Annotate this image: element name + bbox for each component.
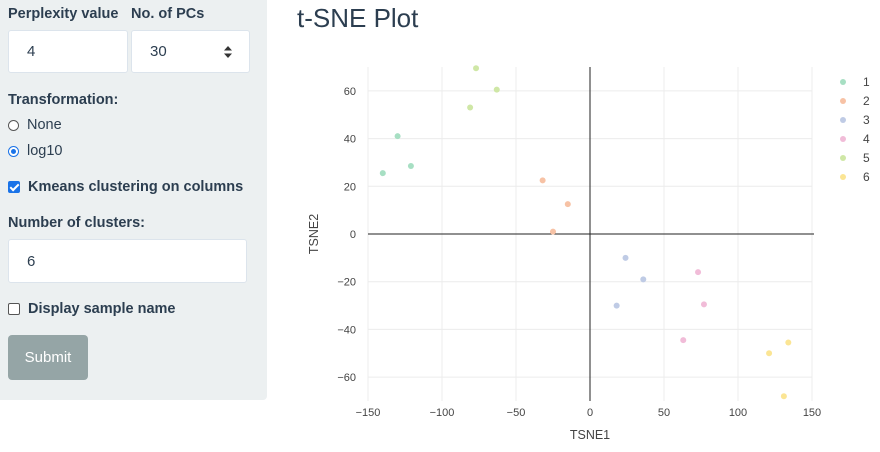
legend-marker-1 (840, 79, 846, 85)
x-tick-label: −100 (430, 407, 455, 419)
page-title: t-SNE Plot (297, 3, 419, 33)
data-point-cluster-5 (493, 86, 500, 93)
data-point-cluster-6 (780, 393, 787, 400)
transformation-label: Transformation: (8, 92, 119, 108)
data-point-cluster-2 (539, 177, 546, 184)
axes (368, 67, 814, 401)
transformation-option-log10[interactable]: log10 (8, 143, 62, 159)
y-ticks: −60 −40 −20 0 20 40 60 (337, 86, 356, 384)
data-point-cluster-1 (379, 170, 386, 177)
display-names-label: Display sample name (28, 301, 176, 317)
radio-none[interactable] (8, 119, 19, 131)
x-tick-label: −150 (356, 407, 381, 419)
legend-label-6: 6 (863, 170, 870, 184)
data-point-cluster-4 (695, 269, 702, 276)
perplexity-value: 4 (27, 43, 36, 60)
data-point-cluster-4 (680, 337, 687, 344)
radio-log10[interactable] (8, 145, 19, 157)
legend-label-1: 1 (863, 75, 870, 89)
data-points (379, 65, 792, 400)
pcs-value: 30 (150, 43, 167, 60)
legend-marker-6 (840, 174, 846, 180)
y-tick-label: 40 (344, 134, 356, 146)
radio-log10-label: log10 (27, 143, 63, 159)
radio-none-label: None (27, 117, 62, 133)
legend-label-4: 4 (863, 132, 870, 146)
x-ticks: −150 −100 −50 0 50 100 150 (356, 407, 822, 419)
data-point-cluster-6 (785, 339, 792, 346)
data-point-cluster-4 (700, 301, 707, 308)
x-tick-label: 150 (803, 407, 821, 419)
submit-button[interactable]: Submit (8, 335, 88, 380)
tsne-scatter-plot: −150 −100 −50 0 50 100 150 −60 −40 −20 0 20 40 60 TS… (307, 65, 870, 442)
legend-label-5: 5 (863, 151, 870, 165)
data-point-cluster-3 (640, 276, 647, 283)
y-tick-label: 0 (350, 229, 356, 241)
data-point-cluster-2 (564, 201, 571, 208)
data-point-cluster-5 (473, 65, 480, 72)
kmeans-label: Kmeans clustering on columns (28, 179, 244, 195)
clusters-label: Number of clusters: (8, 215, 145, 231)
y-tick-label: 60 (344, 86, 356, 98)
clusters-value: 6 (27, 252, 36, 270)
legend-label-2: 2 (863, 94, 870, 108)
y-tick-label: −20 (337, 277, 356, 289)
clusters-input[interactable]: 6 (8, 239, 247, 283)
data-point-cluster-1 (394, 133, 401, 140)
x-axis-label: TSNE1 (570, 428, 610, 442)
legend-marker-2 (840, 98, 846, 104)
x-tick-label: 50 (658, 407, 670, 419)
x-tick-label: 100 (729, 407, 747, 419)
y-tick-label: 20 (344, 181, 356, 193)
perplexity-input[interactable]: 4 (8, 30, 128, 73)
display-names-checkbox-row[interactable]: Display sample name (8, 301, 176, 317)
legend-marker-5 (840, 155, 846, 161)
display-names-checkbox[interactable] (8, 303, 20, 315)
x-tick-label: 0 (587, 407, 593, 419)
legend[interactable]: 1 2 3 4 5 6 (840, 75, 870, 184)
pcs-number-input[interactable]: 30 (131, 30, 250, 73)
data-point-cluster-5 (467, 104, 474, 111)
spinner-arrows-icon[interactable] (223, 45, 233, 59)
data-point-cluster-3 (622, 254, 629, 261)
y-tick-label: −60 (337, 372, 356, 384)
sidebar: Perplexity value No. of PCs 4 30 Transfo… (0, 0, 267, 400)
pcs-label: No. of PCs (131, 6, 205, 22)
data-point-cluster-3 (613, 302, 620, 309)
perplexity-label: Perplexity value (8, 6, 119, 22)
legend-label-3: 3 (863, 113, 870, 127)
x-tick-label: −50 (507, 407, 526, 419)
kmeans-checkbox[interactable] (8, 181, 20, 193)
legend-marker-3 (840, 117, 846, 123)
data-point-cluster-2 (550, 228, 556, 235)
y-axis-label: TSNE2 (307, 214, 321, 254)
y-tick-label: −40 (337, 324, 356, 336)
data-point-cluster-1 (407, 163, 414, 170)
transformation-option-none[interactable]: None (8, 117, 62, 133)
legend-marker-4 (840, 136, 846, 142)
data-point-cluster-6 (766, 350, 773, 357)
kmeans-checkbox-row[interactable]: Kmeans clustering on columns (8, 179, 243, 195)
